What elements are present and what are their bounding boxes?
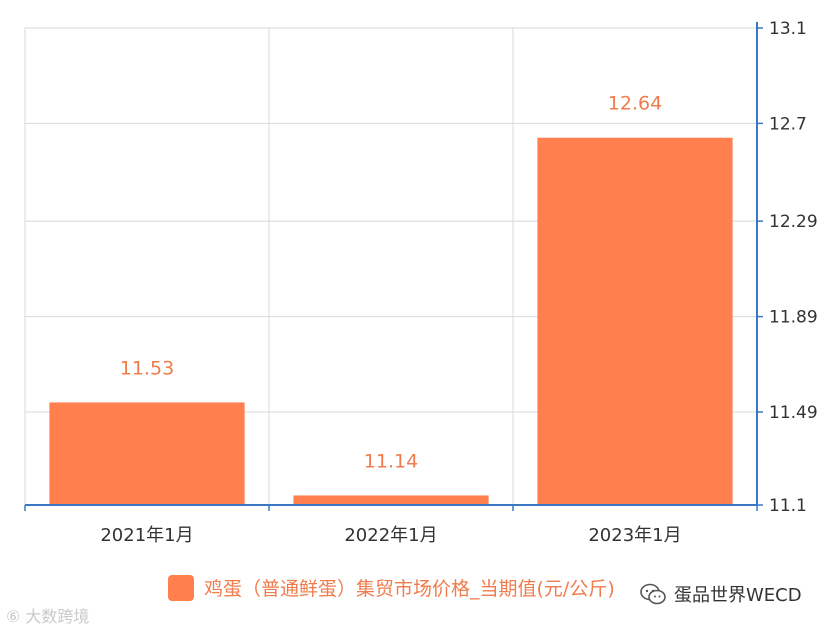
chart: 11.53 2021年1月 11.14 2022年1月 12.64 2023年1月 11.1… (24, 19, 818, 546)
bar (537, 137, 733, 505)
y-tick-label: 11.89 (769, 308, 818, 328)
bar (293, 495, 489, 505)
watermark-right-text: 蛋品世界WECD (674, 585, 802, 606)
data-label: 12.64 (608, 93, 662, 115)
data-label: 11.53 (120, 357, 174, 379)
y-tick-label: 12.7 (769, 114, 807, 134)
legend-swatch (168, 574, 194, 601)
x-tick-label: 2022年1月 (344, 525, 437, 546)
y-tick-label: 11.1 (769, 496, 807, 516)
bar (49, 402, 245, 505)
y-tick-label: 12.29 (769, 212, 818, 232)
data-label: 11.14 (364, 450, 418, 472)
watermark-right: 蛋品世界WECD (640, 581, 802, 607)
watermark-left: ⑥ 大数跨境 (6, 607, 90, 626)
x-tick-label: 2023年1月 (588, 525, 681, 546)
y-tick-label: 13.1 (769, 19, 807, 39)
wechat-icon (640, 583, 666, 605)
x-tick-label: 2021年1月 (100, 525, 193, 546)
legend-label: 鸡蛋（普通鲜蛋）集贸市场价格_当期值(元/公斤) (204, 578, 615, 600)
y-tick-label: 11.49 (769, 403, 818, 423)
legend[interactable]: 鸡蛋（普通鲜蛋）集贸市场价格_当期值(元/公斤) (168, 574, 615, 601)
